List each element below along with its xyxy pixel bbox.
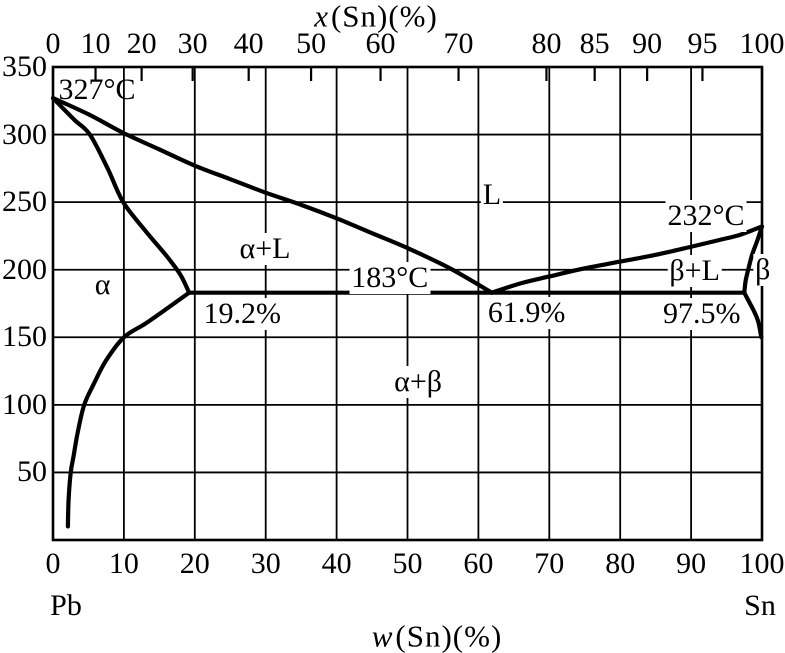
bottom-tick-label-40: 40	[321, 547, 352, 580]
top-axis-variable: x	[314, 0, 329, 34]
top-tick-label-95: 95	[687, 27, 718, 60]
beta-min-composition-label: 97.5%	[660, 297, 743, 331]
bottom-tick-label-80: 80	[605, 547, 636, 580]
left-tick-label-100: 100	[2, 387, 47, 421]
top-tick-label-85: 85	[579, 27, 610, 60]
top-axis-title-rest: (Sn)(%)	[330, 0, 438, 34]
bottom-tick-label-60: 60	[463, 547, 494, 580]
bottom-tick-label-90: 90	[676, 547, 707, 580]
bottom-tick-label-50: 50	[392, 547, 423, 580]
top-tick-label-90: 90	[632, 27, 663, 60]
left-tick-label-300: 300	[2, 117, 47, 151]
left-tick-label-50: 50	[17, 455, 47, 489]
bottom-axis-title-rest: (Sn)(%)	[395, 618, 503, 653]
eutectic-composition-label: 61.9%	[485, 295, 568, 329]
sn-end-label: Sn	[744, 589, 776, 622]
curve-beta-solidus	[742, 224, 765, 295]
bottom-tick-label-10: 10	[108, 547, 139, 580]
alpha-region-label: α	[94, 267, 111, 301]
top-tick-label-20: 20	[126, 27, 157, 60]
curve-sn-liquidus	[489, 224, 765, 295]
left-tick-label-250: 250	[2, 185, 47, 219]
left-tick-label-350: 350	[2, 50, 47, 83]
top-tick-label-50: 50	[296, 27, 327, 60]
left-tick-label-150: 150	[2, 320, 47, 354]
top-tick-label-100: 100	[739, 27, 785, 60]
alpha-beta-region-label: α+β	[392, 364, 445, 398]
bottom-tick-label-20: 20	[179, 547, 210, 580]
beta-region-label: β	[753, 252, 773, 286]
top-tick-label-10: 10	[80, 27, 111, 60]
top-tick-label-0: 0	[45, 27, 61, 60]
alpha-liquid-region-label: α+L	[237, 232, 293, 266]
top-tick-label-60: 60	[365, 27, 396, 60]
bottom-tick-label-100: 100	[739, 547, 785, 580]
top-tick-label-40: 40	[233, 27, 264, 60]
liquid-region-label: L	[480, 178, 504, 212]
top-tick-label-80: 80	[531, 27, 562, 60]
curve-alpha-solidus	[50, 95, 192, 295]
top-tick-label-70: 70	[443, 27, 474, 60]
pb-melting-point-label: 327°C	[58, 72, 136, 106]
bottom-tick-label-0: 0	[45, 547, 61, 580]
left-tick-label-200: 200	[2, 252, 47, 286]
bottom-tick-label-70: 70	[534, 547, 565, 580]
plot-border	[51, 65, 764, 542]
curve-alpha-solvus	[65, 290, 192, 529]
curve-beta-solvus	[742, 290, 764, 340]
pb-end-label: Pb	[50, 589, 82, 622]
curve-pb-liquidus	[50, 95, 494, 295]
eutectic-temperature-label: 183°C	[349, 260, 431, 294]
sn-melting-point-label: 232°C	[665, 198, 747, 232]
top-tick-label-30: 30	[177, 27, 208, 60]
bottom-axis-variable: w	[371, 618, 394, 653]
top-axis-title: x(Sn)(%)	[314, 1, 438, 32]
bottom-tick-label-30: 30	[250, 547, 281, 580]
beta-liquid-region-label: β+L	[667, 254, 722, 288]
alpha-max-solubility-label: 19.2%	[201, 297, 284, 331]
bottom-axis-title: w(Sn)(%)	[372, 621, 503, 652]
